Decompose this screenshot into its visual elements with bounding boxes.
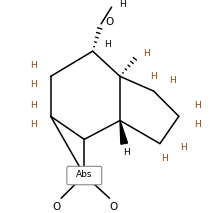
- Text: H: H: [143, 49, 150, 58]
- Text: H: H: [104, 40, 111, 49]
- FancyBboxPatch shape: [67, 166, 102, 185]
- Text: H: H: [123, 148, 130, 157]
- Text: O: O: [53, 202, 61, 212]
- Text: H: H: [169, 76, 176, 85]
- Text: H: H: [30, 80, 37, 89]
- Text: H: H: [180, 143, 186, 152]
- Text: H: H: [30, 61, 37, 70]
- Text: H: H: [194, 120, 201, 129]
- Text: H: H: [30, 101, 37, 110]
- Text: H: H: [150, 72, 157, 81]
- Text: H: H: [119, 0, 125, 9]
- Polygon shape: [120, 121, 127, 144]
- Text: Abs: Abs: [76, 170, 93, 179]
- Text: O: O: [105, 17, 114, 27]
- Text: H: H: [194, 101, 201, 110]
- Text: O: O: [110, 202, 118, 212]
- Text: H: H: [30, 120, 37, 129]
- Text: H: H: [161, 154, 168, 163]
